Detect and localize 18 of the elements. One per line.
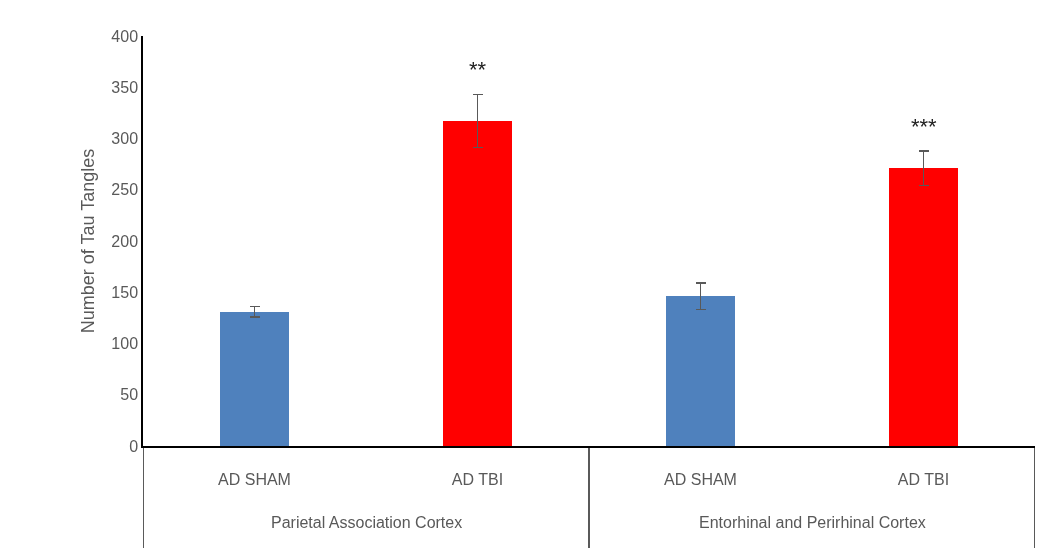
data-label: **: [469, 57, 487, 82]
y-tick-label: 150: [111, 283, 139, 301]
x-tick-label: AD TBI: [897, 470, 950, 488]
text: Parietal Association Cortex: [271, 514, 463, 531]
x-tick-label: AD TBI: [451, 470, 504, 488]
y-tick-label: 100: [111, 335, 139, 353]
x-tick-label: AD SHAM: [218, 470, 291, 488]
y-tick-label: 50: [120, 386, 139, 404]
text: Entorhinal and Perirhinal Cortex: [699, 514, 926, 531]
y-tick-label: 300: [111, 130, 139, 148]
data-label: ***: [911, 114, 938, 139]
y-axis-title: Number of Tau Tangles: [78, 148, 99, 334]
x-tick-label: AD SHAM: [664, 470, 737, 488]
y-tick-label: 250: [111, 181, 139, 199]
y-tick-label: 350: [111, 78, 139, 96]
y-tick-label: 400: [111, 27, 139, 45]
y-tick-label: 200: [111, 232, 139, 250]
y-tick-label: 0: [129, 437, 139, 455]
